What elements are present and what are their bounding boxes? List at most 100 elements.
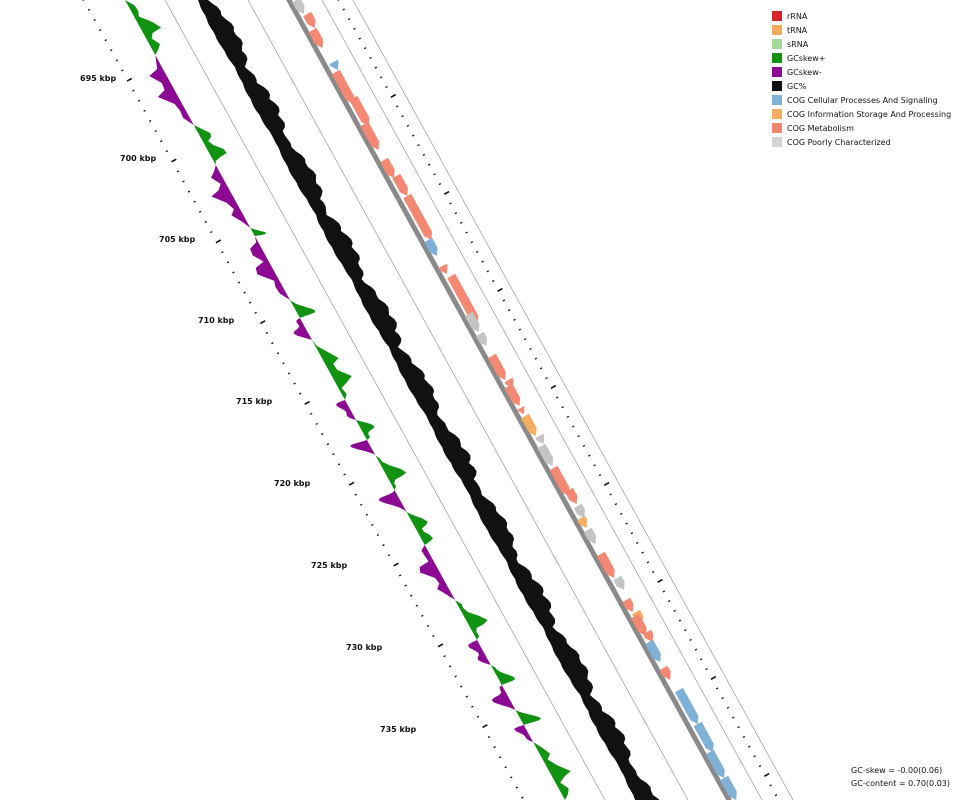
minor-tick <box>332 453 335 456</box>
legend-item: COG Metabolism <box>772 121 951 135</box>
minor-tick <box>475 250 479 254</box>
minor-tick <box>630 532 634 535</box>
minor-tick <box>198 210 202 213</box>
rrna-swatch <box>772 11 782 21</box>
minor-tick <box>154 129 157 133</box>
minor-tick <box>110 49 113 52</box>
cog-poorly-feature <box>535 433 545 444</box>
gc-skew-stat: GC-skew = -0.00(0.06) <box>851 766 943 775</box>
legend-item: GCskew+ <box>772 51 951 65</box>
minor-tick <box>561 406 564 409</box>
minor-tick <box>347 18 351 21</box>
legend-item: GCskew- <box>772 65 951 79</box>
minor-tick <box>176 170 180 173</box>
minor-tick <box>673 609 676 612</box>
minor-tick <box>385 85 388 89</box>
minor-tick <box>555 396 559 399</box>
major-tick <box>437 643 444 648</box>
cog-metabolism-feature <box>331 69 354 104</box>
minor-tick <box>204 220 207 224</box>
minor-tick <box>87 8 91 11</box>
tick-label: 735 kbp <box>380 725 417 734</box>
legend-label: GCskew+ <box>787 53 826 63</box>
minor-tick <box>337 463 341 466</box>
minor-tick <box>121 69 124 72</box>
minor-tick <box>422 153 426 157</box>
minor-tick <box>137 99 141 102</box>
legend-item: COG Cellular Processes And Signaling <box>772 93 951 107</box>
minor-tick <box>226 261 230 264</box>
minor-tick <box>426 624 430 628</box>
gc-skew-negative-block <box>350 440 376 455</box>
cog-cellular-feature <box>329 59 339 70</box>
minor-tick <box>276 352 280 355</box>
minor-tick <box>502 299 506 302</box>
minor-tick <box>641 551 644 554</box>
minor-tick <box>404 584 407 587</box>
gc-content-stat: GC-content = 0.70(0.03) <box>851 779 950 788</box>
cog-poorly-feature <box>613 575 625 590</box>
minor-tick <box>539 367 543 370</box>
gc-skew-negative-block <box>293 318 312 340</box>
minor-tick <box>160 140 163 143</box>
legend-label: COG Cellular Processes And Signaling <box>787 95 938 105</box>
minor-tick <box>476 715 480 718</box>
minor-tick <box>529 347 532 351</box>
minor-tick <box>358 37 362 40</box>
minor-tick <box>774 794 778 797</box>
cog-information-feature <box>521 413 537 436</box>
genome-backbone <box>286 0 732 800</box>
minor-tick <box>148 119 152 123</box>
minor-tick <box>689 638 692 642</box>
minor-tick <box>662 590 666 593</box>
guide-line <box>164 0 606 800</box>
legend-label: COG Poorly Characterized <box>787 137 891 147</box>
minor-tick <box>459 221 463 224</box>
minor-tick <box>448 665 452 668</box>
minor-tick <box>459 685 463 688</box>
gc-content-band <box>198 0 660 800</box>
minor-tick <box>487 735 491 739</box>
minor-tick <box>636 541 639 545</box>
minor-tick <box>221 251 224 254</box>
minor-tick <box>471 705 474 708</box>
major-tick <box>171 158 177 163</box>
minor-tick <box>415 604 419 607</box>
minor-tick <box>498 756 502 759</box>
legend-item: sRNA <box>772 37 951 51</box>
major-tick <box>393 562 399 567</box>
minor-tick <box>132 89 135 92</box>
minor-tick <box>678 619 682 622</box>
cog-poorly-feature <box>475 331 488 346</box>
gc-percent-swatch <box>772 81 782 91</box>
minor-tick <box>481 260 484 263</box>
minor-tick <box>371 523 374 527</box>
cog-cellular-feature <box>675 687 699 724</box>
minor-tick <box>443 655 446 658</box>
legend-label: sRNA <box>787 39 809 49</box>
minor-tick <box>620 512 623 515</box>
minor-tick <box>315 422 319 426</box>
guide-line <box>321 0 763 800</box>
minor-tick <box>507 309 511 312</box>
cog-poorly-swatch <box>772 137 782 147</box>
cog-cellular-feature <box>693 721 714 752</box>
minor-tick <box>609 493 612 496</box>
minor-tick <box>465 231 468 234</box>
minor-tick <box>504 766 507 769</box>
trna-swatch <box>772 25 782 35</box>
legend-item: GC% <box>772 79 951 93</box>
minor-tick <box>354 493 357 496</box>
srna-swatch <box>772 39 782 49</box>
minor-tick <box>684 629 687 632</box>
cog-information-feature <box>577 515 588 528</box>
minor-tick <box>365 513 369 516</box>
cog-metabolism-feature <box>303 11 316 29</box>
major-tick <box>603 481 610 486</box>
cog-metabolism-feature <box>565 487 578 504</box>
major-tick <box>710 675 717 680</box>
minor-tick <box>369 56 372 60</box>
gc-skew-positive-block <box>290 300 316 318</box>
outer-tick-ruler <box>337 0 778 797</box>
